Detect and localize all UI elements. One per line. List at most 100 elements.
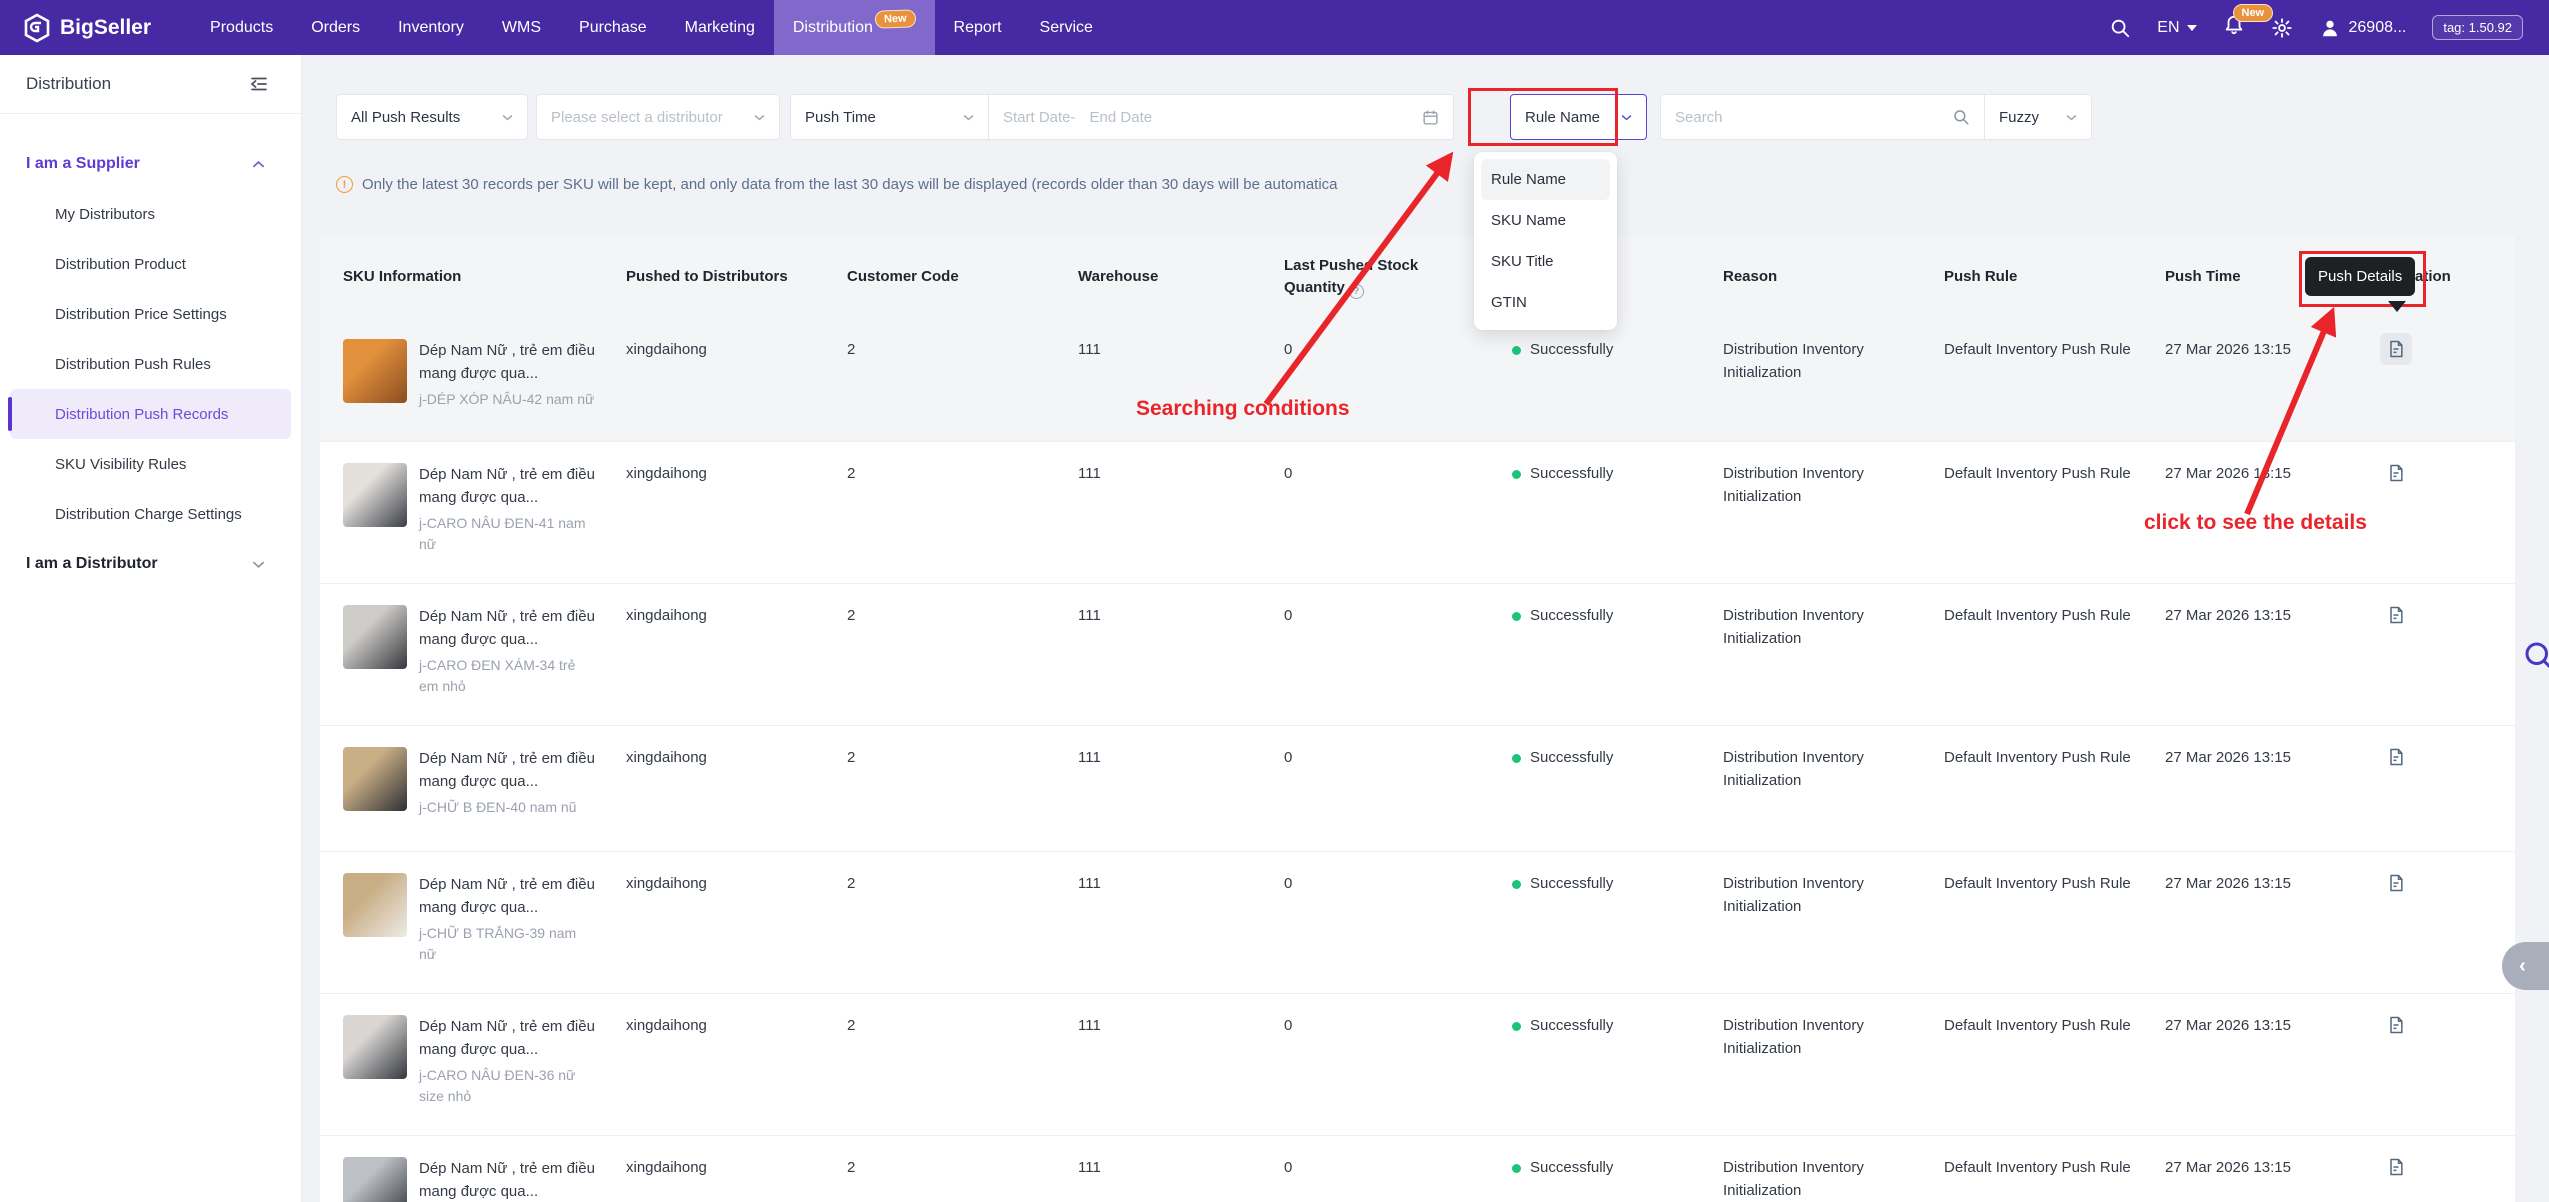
distributor-cell: xingdaihong [626,1159,707,1176]
product-sku: j-CHỮ B TRẮNG-39 nam nữ [419,925,577,962]
sidebar-section-supplier[interactable]: I am a Supplier [0,139,301,189]
dropdown-option[interactable]: SKU Title [1481,241,1610,282]
nav-item[interactable]: Service [1021,0,1112,55]
divider [1984,95,1985,139]
notifications-bell[interactable]: New [2223,4,2274,41]
nav-item-label: Purchase [579,18,647,36]
customer-code-cell: 2 [847,607,856,624]
gear-icon[interactable] [2271,17,2293,39]
sidebar-item[interactable]: Distribution Product [10,239,291,289]
match-mode-select[interactable]: Fuzzy [1985,95,2091,139]
customer-code-cell: 2 [847,465,856,482]
sidebar-item[interactable]: Distribution Push Rules [10,339,291,389]
sidebar-section-distributor[interactable]: I am a Distributor [0,539,301,589]
push-details-button[interactable] [2380,741,2412,773]
collapse-sidebar-icon[interactable] [249,74,269,94]
search-icon[interactable] [1952,108,1970,126]
bigseller-logo[interactable]: BigSeller [0,13,191,43]
product-thumbnail[interactable] [343,339,407,403]
sidebar-item-label: Distribution Push Records [55,405,229,423]
push-rule-cell: Default Inventory Push Rule [1944,875,2131,892]
push-result-cell: Successfully [1512,747,1723,830]
sidebar-item[interactable]: Distribution Price Settings [10,289,291,339]
distributor-cell: xingdaihong [626,1017,707,1034]
version-tag: tag: 1.50.92 [2432,15,2523,40]
sidebar-item[interactable]: Distribution Charge Settings [10,489,291,539]
dropdown-option[interactable]: GTIN [1481,282,1610,323]
push-rule-cell: Default Inventory Push Rule [1944,749,2131,766]
top-navbar: BigSeller Products Orders Inventory [0,0,2549,55]
nav-item[interactable]: Marketing [666,0,774,55]
push-details-button[interactable] [2380,599,2412,631]
reason-cell: Distribution Inventory Initialization [1723,875,1864,915]
dropdown-option-label: SKU Title [1491,253,1554,270]
user-menu[interactable]: 26908... [2319,17,2406,39]
qty-cell: 0 [1284,1159,1293,1176]
product-title[interactable]: Dép Nam Nữ , trẻ em điều mang được qua..… [419,750,595,790]
distributor-select[interactable]: Please select a distributor [536,94,780,140]
success-dot-icon [1512,754,1521,763]
product-title[interactable]: Dép Nam Nữ , trẻ em điều mang được qua..… [419,466,595,506]
nav-item[interactable]: WMS [483,0,560,55]
table-row: Dép Nam Nữ , trẻ em điều mang được qua..… [320,1136,2515,1202]
dropdown-option[interactable]: SKU Name [1481,200,1610,241]
success-dot-icon [1512,612,1521,621]
notice-text: Only the latest 30 records per SKU will … [362,176,1338,193]
nav-item[interactable]: Orders [292,0,379,55]
collapse-panel-button[interactable]: ‹ [2502,942,2549,990]
push-result-text: Successfully [1530,465,1614,482]
sidebar-item[interactable]: Distribution Push Records [8,389,291,439]
product-title[interactable]: Dép Nam Nữ , trẻ em điều mang được qua..… [419,876,595,916]
dropdown-option[interactable]: Rule Name [1481,159,1610,200]
product-thumbnail[interactable] [343,605,407,669]
nav-item[interactable]: Products [191,0,292,55]
nav-item-label: Orders [311,18,361,36]
push-details-button[interactable] [2380,867,2412,899]
push-details-button[interactable] [2380,1151,2412,1183]
sidebar-item[interactable]: My Distributors [10,189,291,239]
product-thumbnail[interactable] [343,747,407,811]
document-icon [2390,464,2403,482]
sidebar-item[interactable]: SKU Visibility Rules [10,439,291,489]
qty-cell: 0 [1284,1017,1293,1034]
product-thumbnail[interactable] [343,1015,407,1079]
push-result-text: Successfully [1530,749,1614,766]
push-details-button[interactable] [2380,333,2412,365]
search-icon[interactable] [2109,17,2131,39]
time-field-select[interactable]: Push Time [791,95,988,139]
product-title[interactable]: Dép Nam Nữ , trẻ em điều mang được qua..… [419,342,595,382]
nav-item[interactable]: Distribution New [773,0,935,55]
sku-text: Dép Nam Nữ , trẻ em điều mang được qua..… [419,1015,596,1114]
nav-item-label: WMS [501,18,542,36]
help-icon[interactable]: ? [1348,284,1364,300]
customer-code-cell: 2 [847,1159,856,1176]
product-title[interactable]: Dép Nam Nữ , trẻ em điều mang được qua..… [419,1160,595,1200]
product-thumbnail[interactable] [343,873,407,937]
nav-item[interactable]: Inventory [379,0,483,55]
nav-item[interactable]: Purchase [560,0,666,55]
table-row: Dép Nam Nữ , trẻ em điều mang được qua..… [320,994,2515,1136]
search-box[interactable] [1661,95,1984,139]
date-range-input[interactable]: Start Date - End Date [989,95,1453,139]
reason-cell: Distribution Inventory Initialization [1723,1017,1864,1057]
push-details-button[interactable] [2380,457,2412,489]
table-row: Dép Nam Nữ , trẻ em điều mang được qua..… [320,442,2515,584]
language-selector[interactable]: EN [2157,19,2197,37]
search-field-select[interactable]: Rule Name [1510,94,1647,140]
table-row: Dép Nam Nữ , trẻ em điều mang được qua..… [320,318,2515,442]
push-details-button[interactable] [2380,1009,2412,1041]
chevron-down-icon [1621,114,1632,120]
product-thumbnail[interactable] [343,1157,407,1202]
push-results-select[interactable]: All Push Results [336,94,528,140]
product-title[interactable]: Dép Nam Nữ , trẻ em điều mang được qua..… [419,1018,595,1058]
nav-item[interactable]: Report [935,0,1021,55]
time-field-value: Push Time [805,108,876,126]
new-badge: New [874,8,916,29]
search-input[interactable] [1675,108,1935,126]
floating-search-icon[interactable] [2521,638,2549,674]
push-result-text: Successfully [1530,1017,1614,1034]
product-title[interactable]: Dép Nam Nữ , trẻ em điều mang được qua..… [419,608,595,648]
operation-cell [2380,1157,2515,1202]
sidebar: Distribution I am a Supplier My Distribu… [0,55,302,1202]
product-thumbnail[interactable] [343,463,407,527]
